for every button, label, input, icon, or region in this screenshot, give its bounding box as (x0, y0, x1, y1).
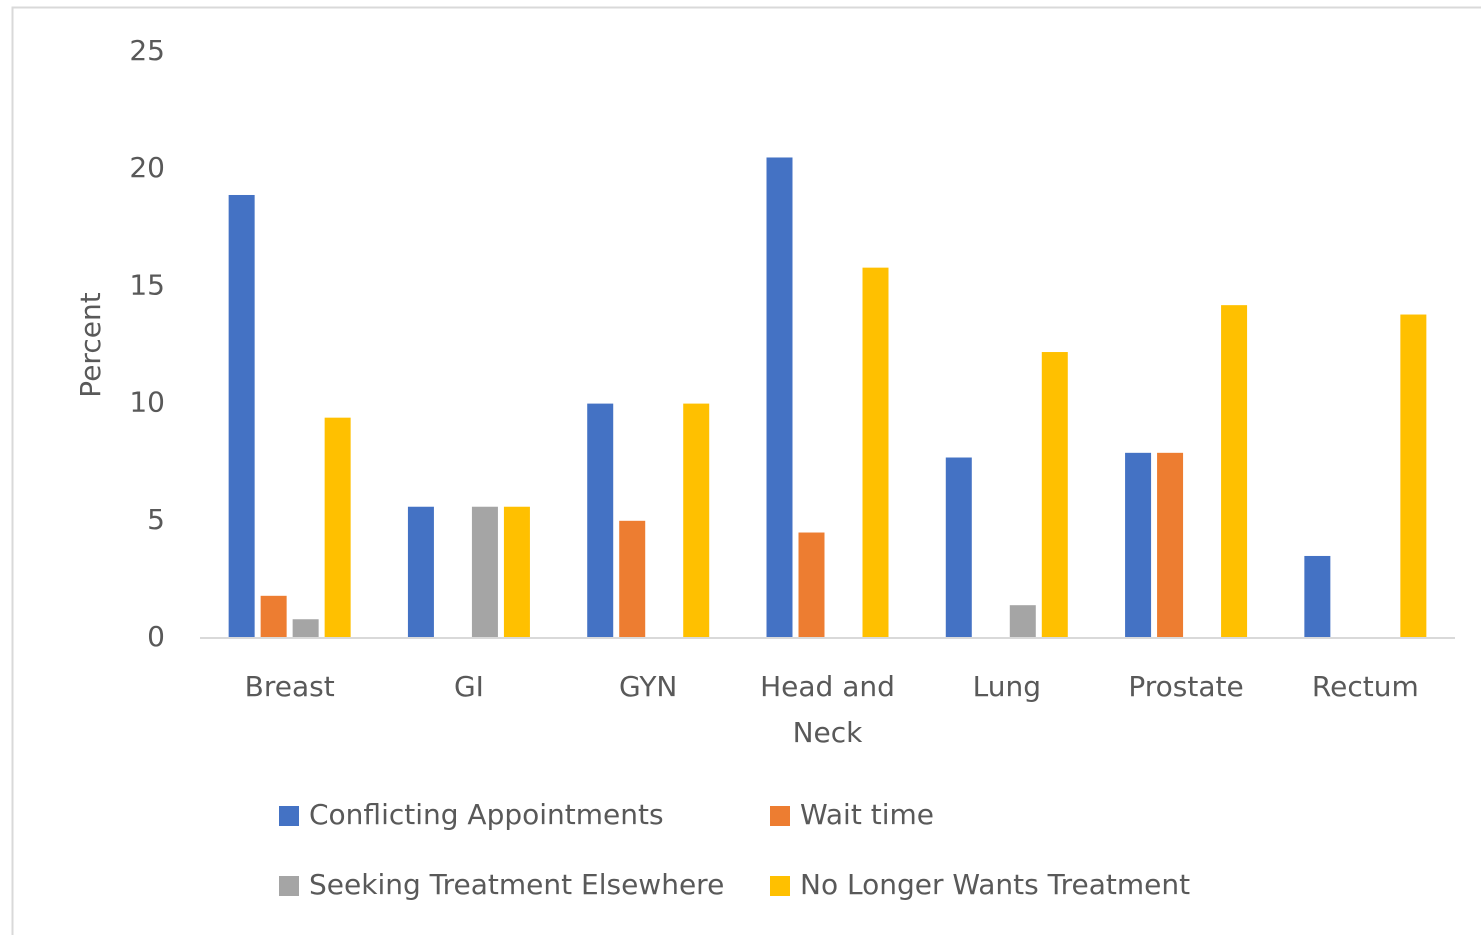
y-tick-label: 20 (129, 151, 165, 184)
bar (862, 267, 889, 638)
y-tick-label: 15 (129, 268, 165, 301)
bar (1125, 452, 1152, 638)
y-tick-label: 5 (147, 503, 165, 536)
bar (619, 520, 646, 638)
bar (587, 403, 614, 638)
bar (683, 403, 710, 638)
x-tick-label: Breast (244, 670, 335, 703)
legend-swatch (770, 806, 790, 826)
bar (407, 506, 434, 638)
bar (1400, 314, 1427, 638)
legend-label: Seeking Treatment Elsewhere (309, 868, 724, 901)
bar (324, 417, 351, 638)
bar (1221, 305, 1248, 638)
legend-swatch (279, 876, 299, 896)
x-tick-label: Lung (972, 670, 1041, 703)
chart-border (11, 6, 1481, 935)
x-tick-label: GI (453, 670, 484, 703)
bar (292, 619, 319, 638)
x-tick-label: Prostate (1128, 670, 1244, 703)
bar (1304, 555, 1331, 638)
legend-label: Conflicting Appointments (309, 798, 664, 831)
bar (1041, 352, 1068, 638)
bar (228, 194, 255, 638)
bar (1157, 452, 1184, 638)
legend-swatch (279, 806, 299, 826)
legend-label: Wait time (800, 798, 934, 831)
legend-label: No Longer Wants Treatment (800, 868, 1190, 901)
y-axis-label: Percent (74, 292, 107, 397)
bar (1009, 605, 1036, 638)
x-tick-label: Head and Neck (760, 670, 895, 749)
y-tick-label: 25 (129, 34, 165, 67)
x-tick-label: Rectum (1311, 670, 1419, 703)
bar (260, 595, 287, 638)
y-tick-label: 10 (129, 386, 165, 419)
bar (471, 506, 498, 638)
bar (503, 506, 530, 638)
bar (945, 457, 972, 638)
y-tick-label: 0 (147, 620, 165, 653)
legend-swatch (770, 876, 790, 896)
bar (766, 157, 793, 639)
x-tick-label: GYN (619, 670, 678, 703)
bar (798, 532, 825, 638)
